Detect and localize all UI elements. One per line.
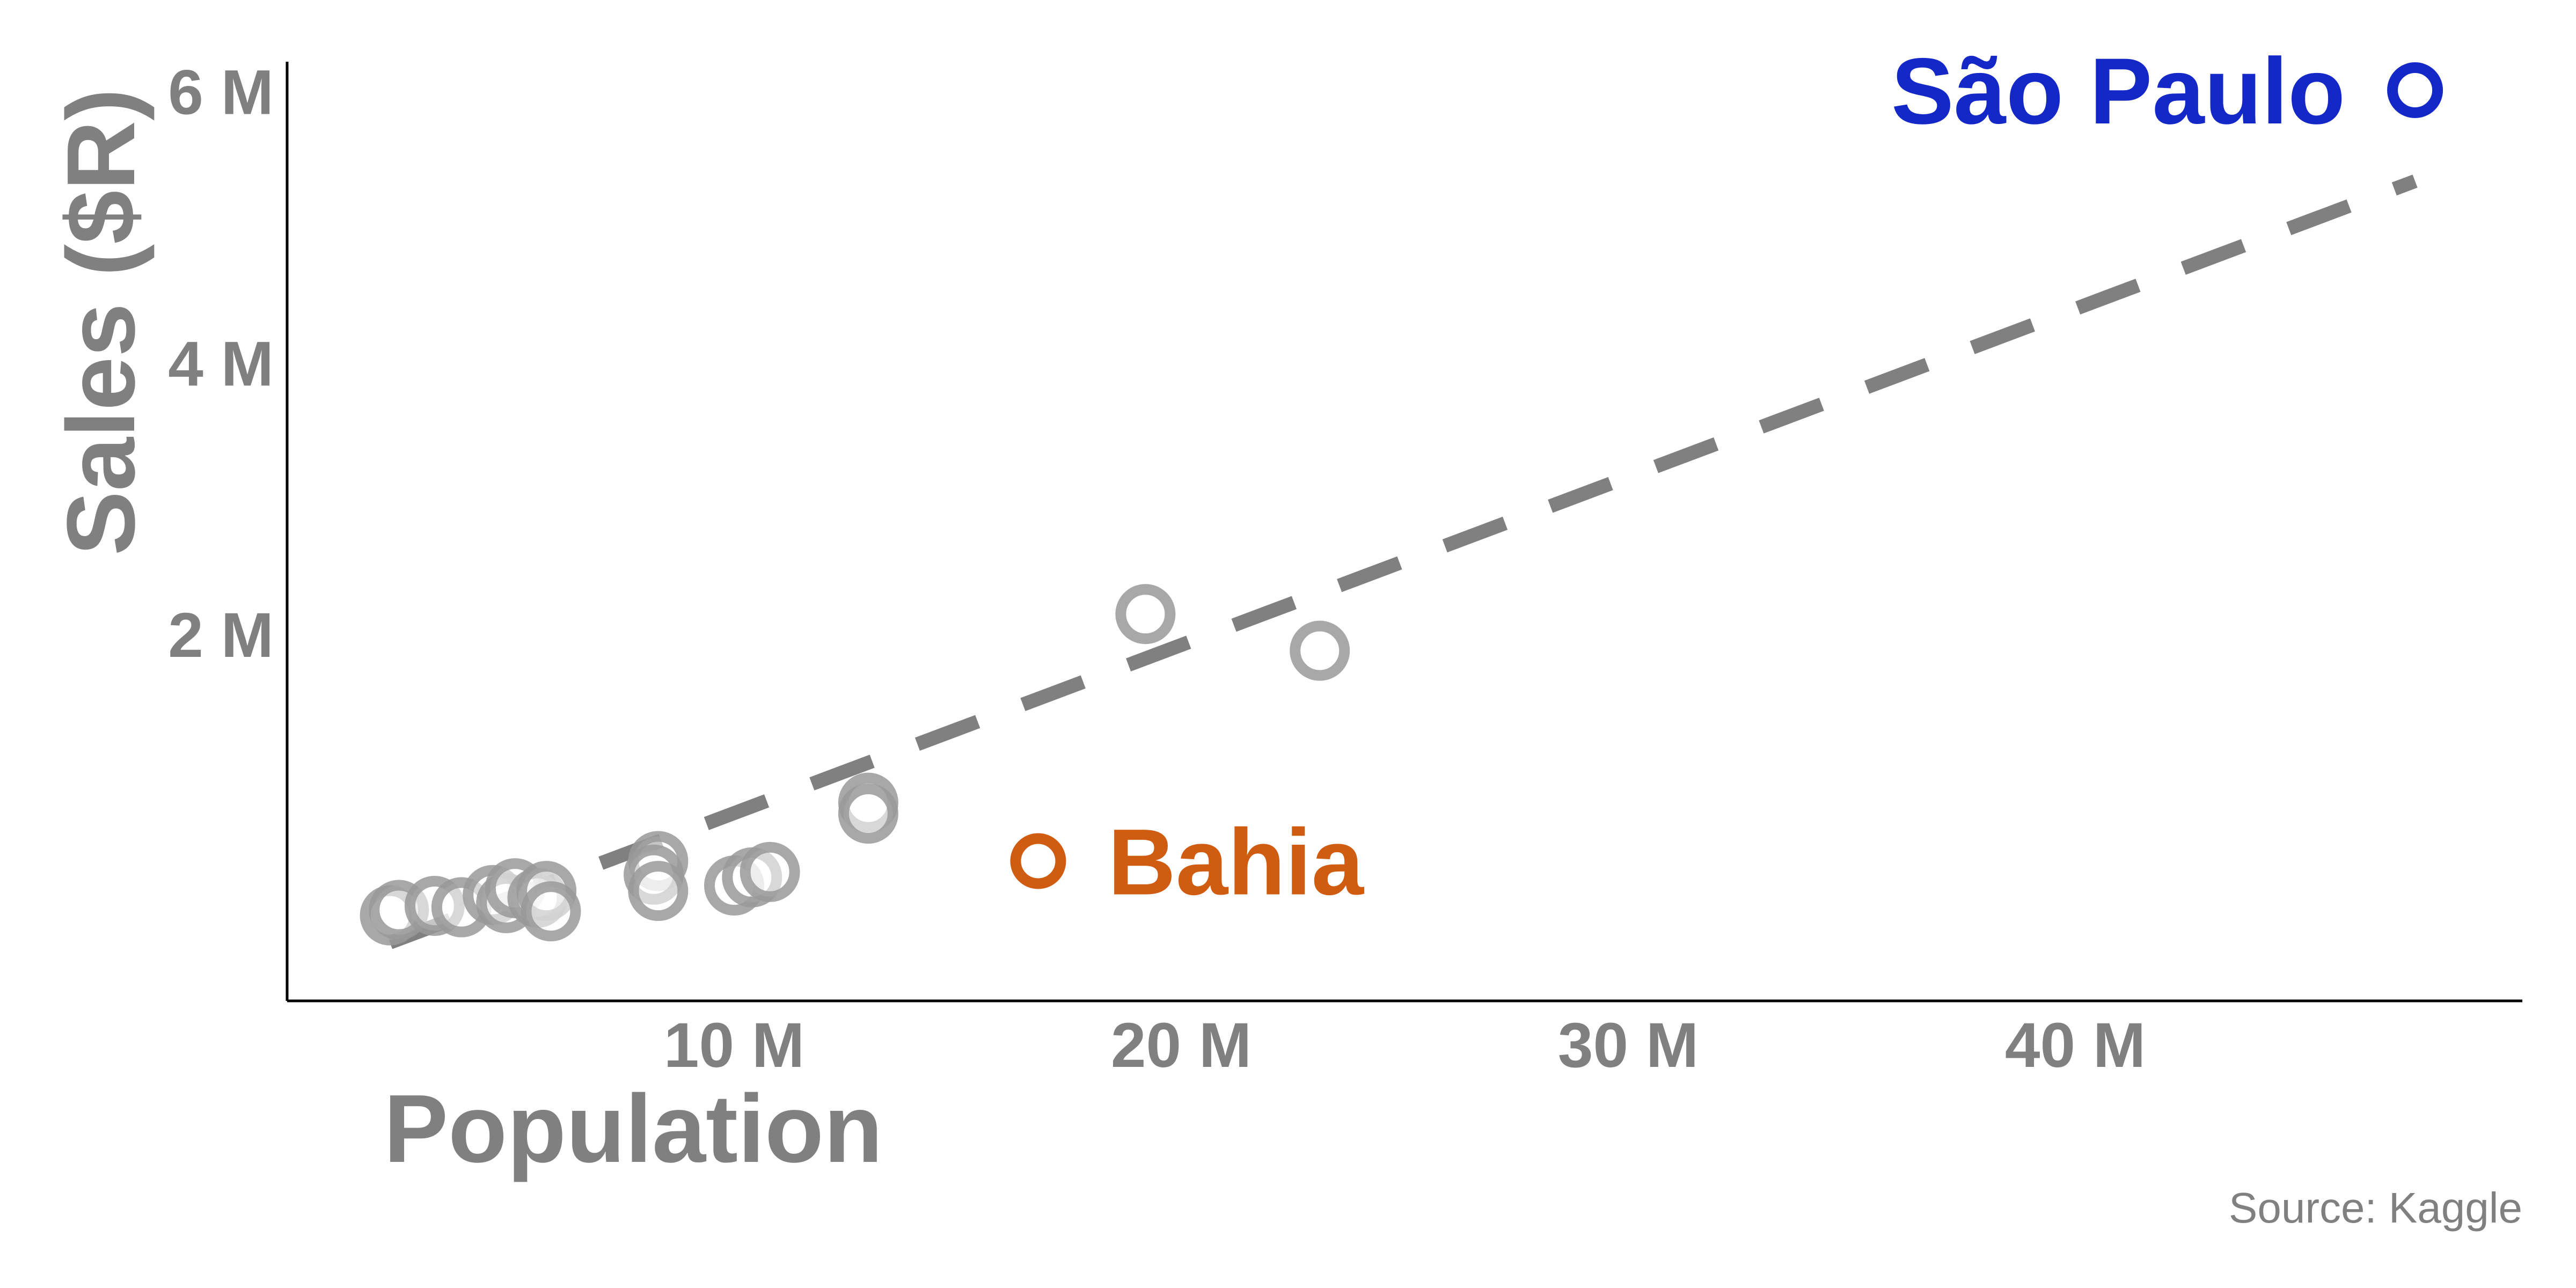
highlight-point-bahia bbox=[1010, 833, 1066, 889]
x-tick-label: 10 M bbox=[664, 1010, 804, 1081]
axes-group bbox=[286, 62, 2522, 1002]
data-point-19 bbox=[1115, 584, 1176, 645]
points-group bbox=[360, 584, 1350, 946]
x-tick-label: 30 M bbox=[1558, 1010, 1699, 1081]
trend-line bbox=[387, 174, 2418, 949]
source-note: Source: Kaggle bbox=[2229, 1184, 2522, 1232]
highlight-point-sao-paulo bbox=[2387, 62, 2443, 119]
data-point-16 bbox=[740, 841, 800, 902]
y-tick-label: 4 M bbox=[168, 328, 274, 399]
data-point-13 bbox=[628, 861, 689, 921]
data-point-20 bbox=[1290, 620, 1350, 681]
highlight-label-bahia: Bahia bbox=[1108, 810, 1364, 915]
trend-line-group bbox=[387, 174, 2418, 949]
x-tick-label: 20 M bbox=[1111, 1010, 1252, 1081]
y-tick-label: 6 M bbox=[168, 57, 274, 128]
x-axis-title: Population bbox=[384, 1075, 883, 1183]
highlights-group: São Paulo Bahia bbox=[1010, 39, 2443, 915]
data-point-10 bbox=[521, 881, 581, 942]
ticks-group: 10 M 20 M 30 M 40 M 2 M 4 M 6 M bbox=[168, 57, 2146, 1081]
x-tick-label: 40 M bbox=[2005, 1010, 2146, 1081]
y-tick-label: 2 M bbox=[168, 600, 274, 671]
data-point-18 bbox=[838, 784, 898, 844]
highlight-label-sao-paulo: São Paulo bbox=[1891, 39, 2345, 144]
y-axis-title: Sales ($R) bbox=[47, 89, 155, 555]
